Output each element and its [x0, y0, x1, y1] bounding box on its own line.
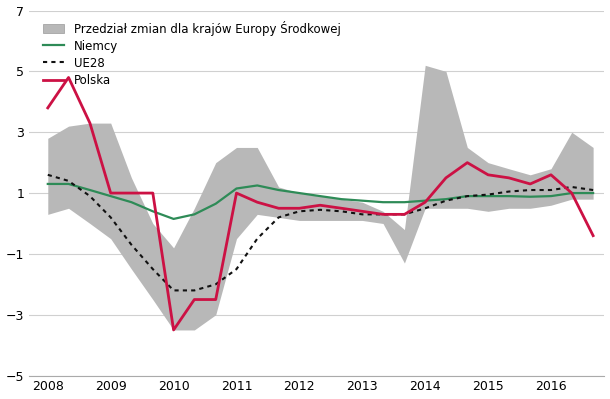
Legend: Przedział zmian dla krajów Europy Środkowej, Niemcy, UE28, Polska: Przedział zmian dla krajów Europy Środko…	[41, 18, 343, 89]
